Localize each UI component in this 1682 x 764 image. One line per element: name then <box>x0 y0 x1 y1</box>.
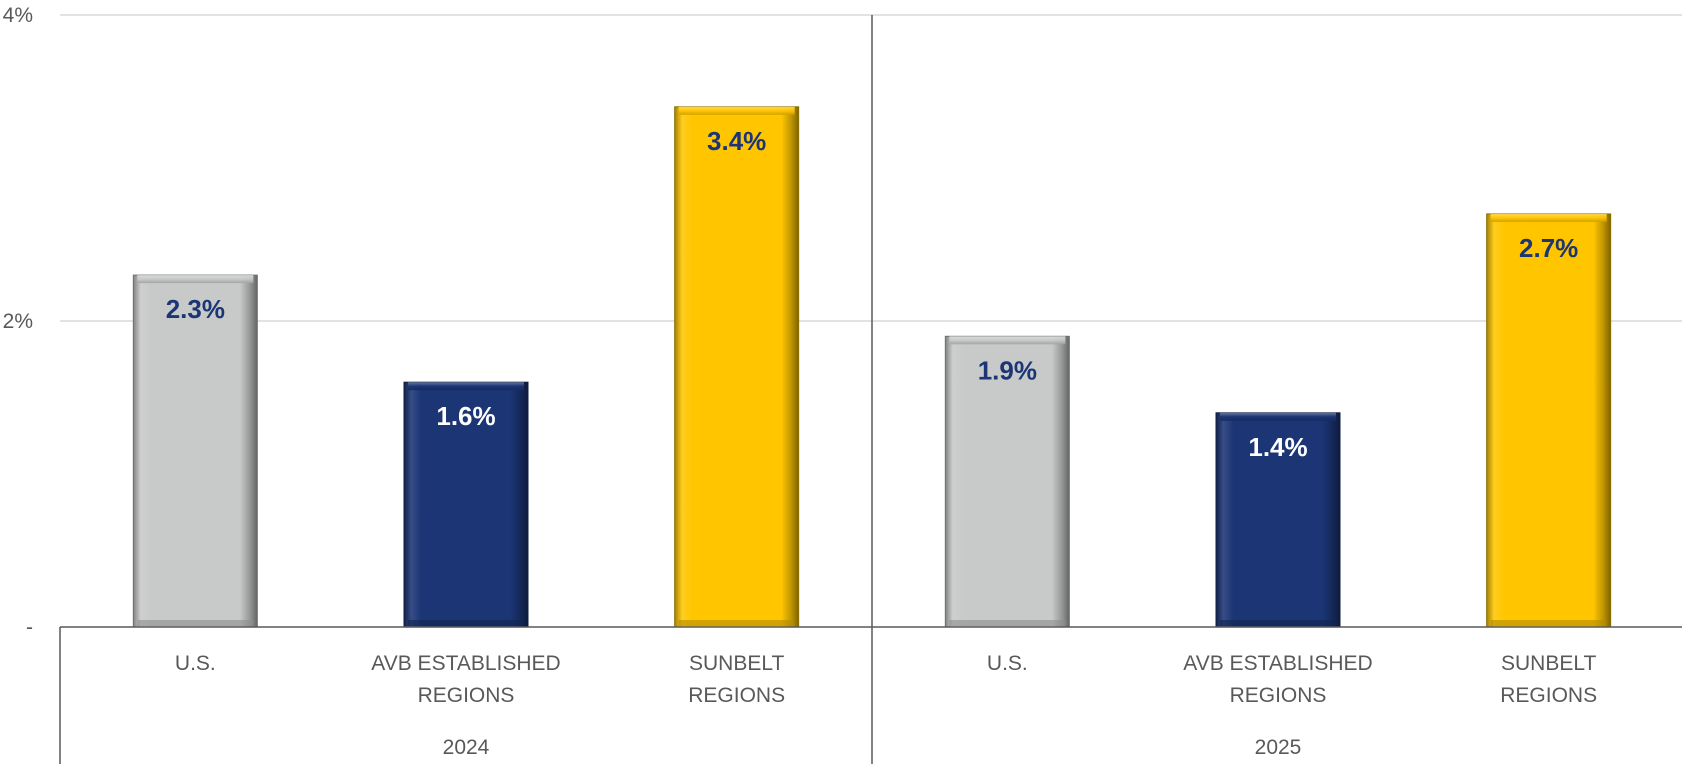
data-label: 3.4% <box>707 126 766 156</box>
bar-highlight <box>1220 412 1336 421</box>
bars <box>132 106 1612 628</box>
category-label: SUNBELT <box>1501 652 1596 675</box>
y-tick-label: 4% <box>3 4 33 27</box>
bar-highlight <box>678 106 795 115</box>
y-tick-label: 2% <box>3 310 33 333</box>
bar-highlight <box>137 275 254 284</box>
data-label: 2.7% <box>1519 233 1578 263</box>
group-label: 2025 <box>1255 736 1302 759</box>
axes <box>59 15 1682 764</box>
category-label: REGIONS <box>418 684 515 707</box>
bar-highlight <box>949 336 1066 345</box>
data-label: 1.6% <box>436 401 495 431</box>
category-label: REGIONS <box>688 684 785 707</box>
category-label: U.S. <box>175 652 216 675</box>
labels: - 2% 4% 2.3% U.S. 1.6% AVB ESTABLISHED REGIONS 3… <box>3 4 1597 759</box>
category-label: AVB ESTABLISHED <box>371 652 560 675</box>
bar-bottom-shade <box>1220 620 1336 626</box>
gridlines <box>60 14 1682 322</box>
bar-bottom-shade <box>949 620 1066 626</box>
y-tick-label: - <box>26 616 33 639</box>
category-label: REGIONS <box>1500 684 1597 707</box>
category-label: SUNBELT <box>689 652 784 675</box>
data-label: 1.9% <box>978 355 1037 385</box>
bar-bottom-shade <box>137 620 254 626</box>
bar <box>1486 213 1612 628</box>
group-label: 2024 <box>443 736 490 759</box>
bar-highlight <box>1490 213 1607 222</box>
bar-bottom-shade <box>1490 620 1607 626</box>
category-label: U.S. <box>987 652 1028 675</box>
bar <box>674 106 800 628</box>
bar-highlight <box>408 382 524 391</box>
bar <box>944 335 1070 628</box>
category-label: REGIONS <box>1230 684 1327 707</box>
data-label: 1.4% <box>1248 432 1307 462</box>
bar-bottom-shade <box>678 620 795 626</box>
data-label: 2.3% <box>166 294 225 324</box>
category-label: AVB ESTABLISHED <box>1183 652 1372 675</box>
bar-bottom-shade <box>408 620 524 626</box>
bar <box>132 274 258 628</box>
